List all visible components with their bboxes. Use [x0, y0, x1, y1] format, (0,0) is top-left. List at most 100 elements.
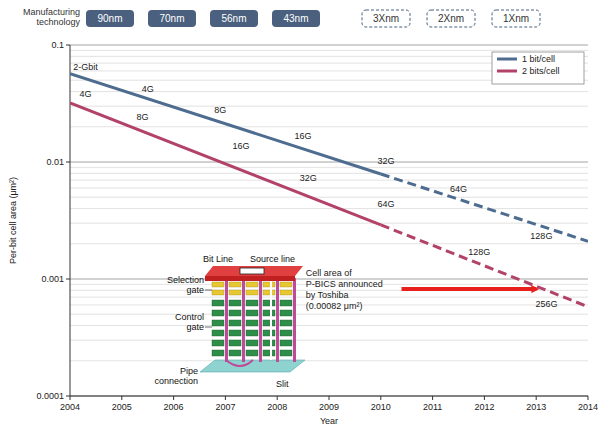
inset-label: Source line [250, 254, 295, 264]
minor-grid-line [70, 223, 588, 224]
tech-node: 70nm [159, 13, 184, 24]
minor-grid-line [70, 197, 588, 198]
inset-control-gate [280, 330, 292, 336]
point-label: 16G [295, 131, 312, 141]
grid-line [70, 45, 588, 46]
point-label: 8G [137, 112, 149, 122]
minor-grid-line [70, 126, 588, 127]
point-label: 4G [142, 84, 154, 94]
minor-grid-line [70, 50, 588, 51]
inset-pipe [226, 360, 253, 366]
inset-control-gate [212, 350, 224, 356]
tech-node: 56nm [221, 13, 246, 24]
legend-swatch [497, 58, 517, 61]
y-tick-label: 0.0001 [36, 391, 64, 401]
inset-control-gate [246, 350, 258, 356]
tech-node-box [148, 10, 196, 27]
annotation-text: (0.00082 μm²) [306, 301, 363, 311]
inset-figure: Bit LineSource lineSelectiongateControlg… [154, 254, 305, 389]
inset-control-gate [263, 340, 275, 346]
inset-control-gate [212, 300, 224, 306]
inset-selection-gate [246, 290, 258, 295]
inset-label-line: gate [186, 285, 204, 295]
inset-pillar [259, 278, 262, 362]
x-tick [121, 396, 122, 400]
annotation-text: P-BICS announced [306, 279, 383, 289]
x-axis-title: Year [320, 416, 338, 426]
annotation-arrow [402, 287, 537, 291]
series-group [70, 74, 588, 307]
inset-label-line: Pipe [180, 366, 198, 376]
inset-label-line: Control [175, 312, 204, 322]
tech-node: 43nm [283, 13, 308, 24]
inset-control-gate [212, 320, 224, 326]
inset-selection-gate [280, 282, 292, 287]
inset-selection-gate [263, 290, 275, 295]
inset-control-gate [263, 320, 275, 326]
point-label: 64G [377, 199, 394, 209]
inset-control-gate [246, 300, 258, 306]
inset-control-gate [280, 340, 292, 346]
x-tick-label: 2004 [60, 402, 80, 412]
point-label: 8G [214, 105, 226, 115]
minor-grid-line [70, 360, 588, 361]
tech-node-planned: 2Xnm [438, 13, 464, 24]
y-tick [66, 45, 70, 46]
x-tick-label: 2014 [578, 402, 598, 412]
tech-node-planned-box [362, 10, 410, 27]
inset-control-gate [212, 340, 224, 346]
inset-control-gate [263, 300, 275, 306]
x-tick-label: 2009 [319, 402, 339, 412]
inset-control-gate [229, 330, 241, 336]
x-tick [173, 396, 174, 400]
x-tick-label: 2007 [215, 402, 235, 412]
legend-label: 1 bit/cell [522, 54, 555, 64]
y-tick [66, 162, 70, 163]
minor-grid-line [70, 325, 588, 326]
chart: Manufacturingtechnology90nm70nm56nm43nm3… [0, 0, 608, 429]
y-tick-label: 0.1 [51, 40, 64, 50]
minor-grid-line [70, 340, 588, 341]
tech-node-planned: 1Xnm [503, 13, 529, 24]
x-tick [277, 396, 278, 400]
y-tick [66, 279, 70, 280]
header-title-line: Manufacturing [23, 7, 80, 17]
inset-control-gate [212, 310, 224, 316]
inset-selection-gate [212, 282, 224, 287]
inset-control-gate [263, 310, 275, 316]
inset-label-line: gate [186, 322, 204, 332]
inset-selection-gate [263, 282, 275, 287]
x-tick-label: 2013 [526, 402, 546, 412]
annotation-text: Cell area of [306, 268, 353, 278]
tech-node-planned-box [427, 10, 475, 27]
inset-label-line: Selection [167, 275, 204, 285]
inset-slit [270, 280, 272, 360]
inset-control-gate [280, 320, 292, 326]
point-label: 128G [530, 231, 552, 241]
x-tick [70, 396, 71, 400]
inset-pillar [242, 278, 245, 362]
annotation-text: by Toshiba [306, 290, 349, 300]
inset-control-gate [212, 330, 224, 336]
x-tick-label: 2010 [371, 402, 391, 412]
inset-control-gate [229, 350, 241, 356]
inset-base [200, 360, 305, 372]
inset-control-gate [246, 340, 258, 346]
minor-grid-line [70, 167, 588, 168]
inset-control-gate [229, 320, 241, 326]
tech-node-box [272, 10, 320, 27]
inset-bitline-top [205, 266, 303, 276]
inset-control-gate [280, 300, 292, 306]
x-tick-label: 2011 [423, 402, 442, 412]
x-tick [536, 396, 537, 400]
point-label: 32G [377, 156, 394, 166]
x-tick-label: 2006 [164, 402, 184, 412]
inset-pillar [293, 278, 296, 362]
inset-leader [205, 327, 212, 328]
minor-grid-line [70, 106, 588, 107]
minor-grid-line [70, 70, 588, 71]
inset-pillar [276, 278, 279, 362]
x-tick [588, 396, 589, 400]
grid [70, 45, 588, 396]
y-tick-label: 0.001 [41, 274, 64, 284]
